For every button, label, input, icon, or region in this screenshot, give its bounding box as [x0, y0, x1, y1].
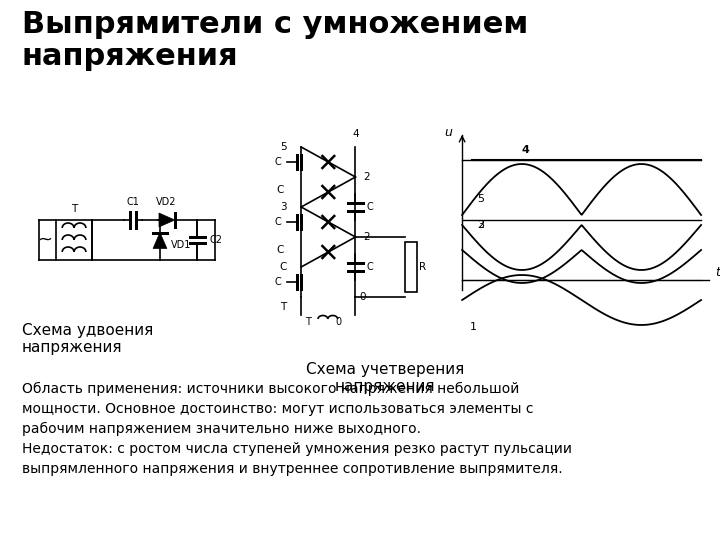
- Text: C: C: [276, 245, 284, 255]
- Text: 5: 5: [477, 194, 484, 204]
- Text: 4: 4: [521, 145, 529, 155]
- Text: 0: 0: [359, 292, 366, 302]
- Bar: [405, 242, 417, 292]
- Text: 2: 2: [477, 220, 484, 230]
- Bar: [56, 220, 92, 260]
- Text: 4: 4: [352, 129, 359, 139]
- Text: u: u: [444, 125, 452, 138]
- Text: T: T: [280, 302, 287, 312]
- Polygon shape: [153, 233, 167, 248]
- Text: 3: 3: [280, 202, 287, 212]
- Text: C: C: [274, 277, 282, 287]
- Text: C: C: [366, 202, 373, 212]
- Polygon shape: [159, 213, 175, 227]
- Text: VD2: VD2: [156, 197, 176, 207]
- Text: C: C: [279, 262, 287, 272]
- Text: 3: 3: [477, 220, 484, 231]
- Text: T: T: [71, 204, 77, 214]
- Text: T: T: [305, 317, 311, 327]
- Text: Схема удвоения
напряжения: Схема удвоения напряжения: [22, 323, 153, 355]
- Text: C: C: [366, 262, 373, 272]
- Text: 5: 5: [280, 142, 287, 152]
- Text: C: C: [276, 185, 284, 195]
- Text: R: R: [418, 262, 426, 272]
- Text: 2: 2: [364, 232, 370, 242]
- Text: VD1: VD1: [171, 240, 192, 250]
- Text: Схема учетверения
напряжения: Схема учетверения напряжения: [306, 362, 464, 394]
- Text: Область применения: источники высокого напряжения небольшой
мощности. Основное д: Область применения: источники высокого н…: [22, 382, 572, 476]
- Text: C2: C2: [210, 235, 222, 245]
- Text: 1: 1: [470, 322, 477, 332]
- Text: C: C: [274, 157, 282, 167]
- Text: C1: C1: [127, 197, 140, 207]
- Text: C: C: [274, 217, 282, 227]
- Text: Выпрямители с умножением
напряжения: Выпрямители с умножением напряжения: [22, 10, 528, 71]
- Text: 0: 0: [336, 317, 342, 327]
- Text: 2: 2: [364, 172, 370, 182]
- Text: ~: ~: [37, 231, 52, 249]
- Text: t: t: [715, 266, 720, 279]
